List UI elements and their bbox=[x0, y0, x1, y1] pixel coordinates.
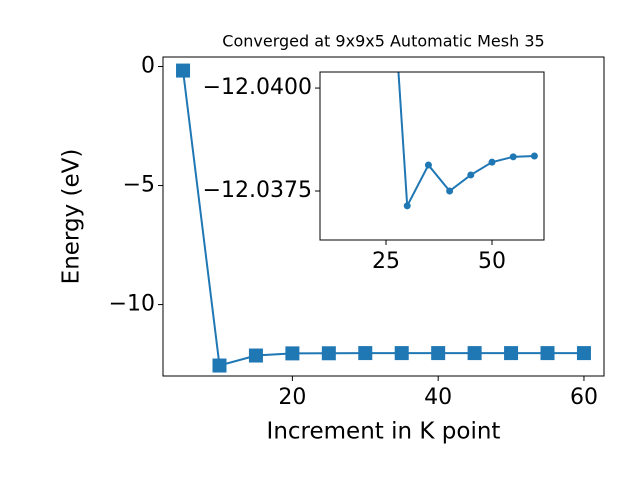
x-tick-label: 50 bbox=[478, 249, 506, 274]
marker bbox=[540, 346, 555, 361]
marker bbox=[424, 161, 432, 169]
marker bbox=[509, 153, 517, 161]
marker bbox=[530, 152, 538, 160]
axes-frame bbox=[319, 71, 545, 241]
x-tick-label: 20 bbox=[278, 385, 306, 410]
x-axis-label: Increment in K point bbox=[267, 419, 501, 445]
marker bbox=[394, 346, 409, 361]
y-tick-label: 0 bbox=[141, 54, 155, 79]
x-tick-label: 60 bbox=[570, 385, 598, 410]
axes-frame bbox=[162, 56, 605, 377]
marker bbox=[467, 346, 482, 361]
y-tick-label: −10 bbox=[109, 292, 155, 317]
marker bbox=[431, 346, 446, 361]
marker bbox=[321, 346, 336, 361]
marker bbox=[248, 348, 263, 363]
marker bbox=[488, 158, 496, 166]
chart-title: Converged at 9x9x5 Automatic Mesh 35 bbox=[222, 32, 544, 51]
x-tick-label: 40 bbox=[424, 385, 452, 410]
marker bbox=[504, 346, 519, 361]
series-line bbox=[397, 72, 535, 210]
plot-series bbox=[397, 72, 538, 210]
marker bbox=[212, 358, 227, 373]
marker bbox=[446, 187, 454, 195]
marker bbox=[403, 202, 411, 210]
marker bbox=[576, 346, 591, 361]
marker bbox=[285, 346, 300, 361]
plot-area bbox=[320, 72, 544, 240]
x-tick-label: 25 bbox=[372, 249, 400, 274]
marker bbox=[176, 63, 191, 78]
plot-series bbox=[176, 63, 591, 373]
y-tick-label: −12.0400 bbox=[203, 75, 312, 100]
marker bbox=[467, 171, 475, 179]
y-tick-label: −5 bbox=[123, 173, 155, 198]
y-axis-label: Energy (eV) bbox=[59, 149, 85, 285]
y-tick-label: −12.0375 bbox=[203, 178, 312, 203]
marker bbox=[358, 346, 373, 361]
